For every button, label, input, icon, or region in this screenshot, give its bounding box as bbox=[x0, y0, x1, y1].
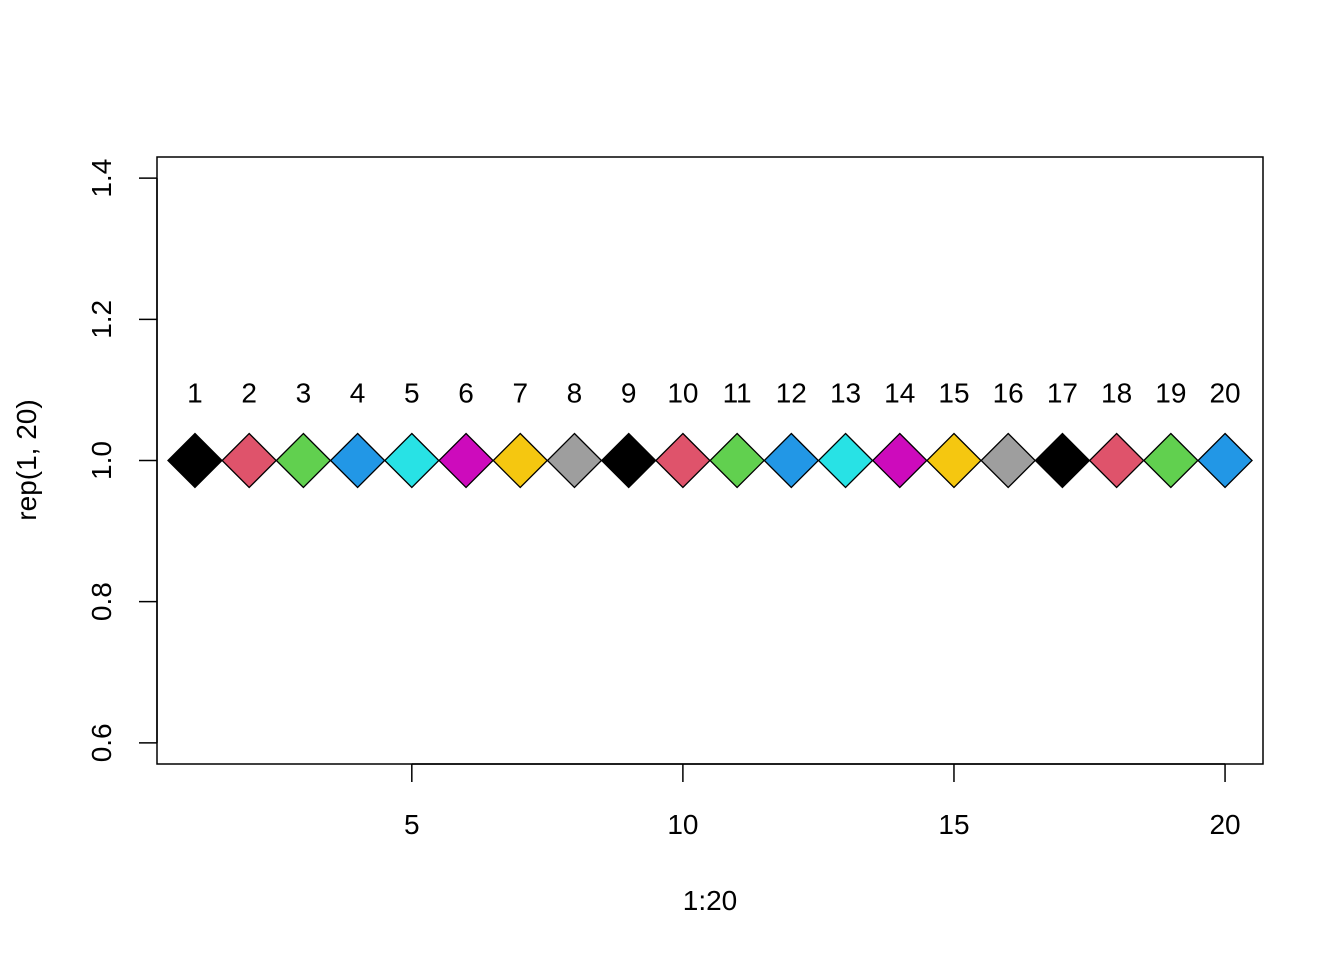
data-point bbox=[167, 432, 223, 489]
data-point bbox=[221, 432, 278, 489]
point-labels: 1 2 3 4 5 6 7 8 9 10 11 12 13 14 15 16 17 18 19 20 bbox=[187, 378, 1240, 409]
point-label: 2 bbox=[241, 378, 257, 409]
data-point bbox=[383, 432, 440, 489]
x-tick-label: 15 bbox=[938, 809, 969, 840]
point-label: 9 bbox=[621, 378, 637, 409]
point-label: 7 bbox=[512, 378, 528, 409]
y-axis: 0.6 0.8 1.0 1.2 1.4 bbox=[86, 159, 158, 762]
data-point bbox=[600, 432, 657, 489]
x-tick-label: 20 bbox=[1209, 809, 1240, 840]
x-axis-title: 1:20 bbox=[683, 885, 738, 916]
point-label: 10 bbox=[667, 378, 698, 409]
data-point bbox=[980, 432, 1037, 489]
y-tick-label: 1.0 bbox=[86, 441, 117, 480]
data-point bbox=[871, 432, 928, 489]
y-tick-label: 0.6 bbox=[86, 723, 117, 762]
data-point bbox=[926, 432, 982, 489]
y-tick-label: 1.4 bbox=[86, 159, 117, 198]
data-point bbox=[492, 432, 549, 489]
point-label: 4 bbox=[350, 378, 366, 409]
point-label: 12 bbox=[776, 378, 807, 409]
y-tick-label: 1.2 bbox=[86, 300, 117, 339]
data-point bbox=[1142, 432, 1199, 489]
x-tick-label: 5 bbox=[404, 809, 420, 840]
x-tick-label: 10 bbox=[667, 809, 698, 840]
data-point bbox=[275, 432, 332, 489]
data-points bbox=[167, 432, 1253, 489]
point-label: 15 bbox=[938, 378, 969, 409]
x-axis: 5 10 15 20 bbox=[404, 763, 1241, 840]
data-point bbox=[817, 432, 874, 489]
data-point bbox=[654, 432, 711, 489]
point-label: 3 bbox=[296, 378, 312, 409]
point-label: 13 bbox=[830, 378, 861, 409]
point-label: 18 bbox=[1101, 378, 1132, 409]
point-label: 5 bbox=[404, 378, 420, 409]
point-label: 17 bbox=[1047, 378, 1078, 409]
data-point bbox=[438, 432, 494, 489]
point-label: 1 bbox=[187, 378, 203, 409]
point-label: 19 bbox=[1155, 378, 1186, 409]
point-label: 20 bbox=[1209, 378, 1240, 409]
data-point bbox=[546, 432, 603, 489]
data-point bbox=[709, 432, 766, 489]
data-point bbox=[1088, 432, 1145, 489]
y-tick-label: 0.8 bbox=[86, 582, 117, 621]
data-point bbox=[1197, 432, 1253, 489]
point-label: 8 bbox=[567, 378, 583, 409]
point-label: 14 bbox=[884, 378, 915, 409]
data-point bbox=[763, 432, 820, 489]
data-point bbox=[1034, 432, 1091, 489]
data-point bbox=[329, 432, 386, 489]
point-label: 6 bbox=[458, 378, 474, 409]
point-label: 11 bbox=[723, 378, 752, 409]
point-label: 16 bbox=[993, 378, 1024, 409]
y-axis-title: rep(1, 20) bbox=[11, 399, 42, 520]
